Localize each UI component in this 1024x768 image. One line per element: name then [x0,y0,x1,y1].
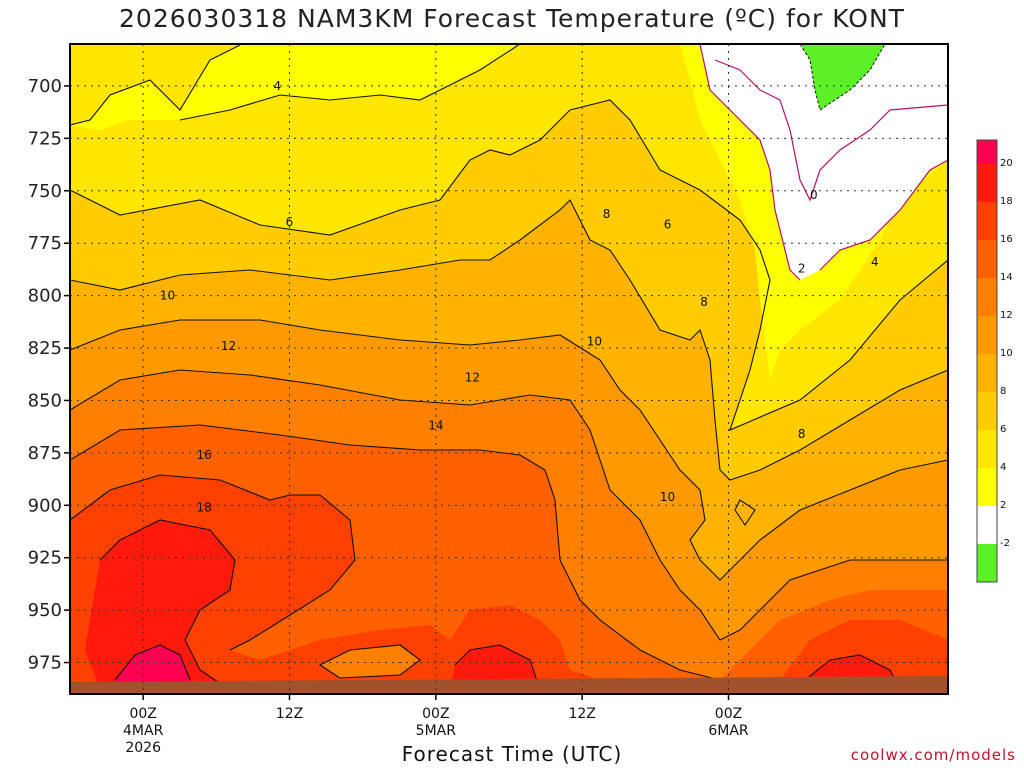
y-tick-label: 800 [28,286,62,307]
plot-frame [69,43,949,695]
x-tick-label: 00Z [715,706,742,722]
temperature-field [70,44,948,694]
contour-label: 8 [700,295,708,309]
colorbar-label: 16 [1000,234,1013,245]
y-tick-label: 825 [28,338,62,359]
y-tick-label: 850 [28,390,62,411]
contour-label: 6 [664,217,672,231]
contour-label: 12 [221,339,236,353]
x-tick-label: 12Z [568,706,595,722]
colorbar-swatch [977,140,997,164]
band-mid-orange [320,645,420,678]
colorbar-label: 8 [1000,386,1006,397]
colorbar-label: 4 [1000,462,1006,473]
chart-title: 2026030318 NAM3KM Forecast Temperature (… [119,4,905,33]
y-tick-label: 875 [28,443,62,464]
contour-label: 14 [428,419,443,433]
band-16 [70,475,948,694]
colorbar-label: 14 [1000,272,1013,283]
contour-label: 10 [160,289,175,303]
y-tick-label: 950 [28,600,62,621]
band-18-mid [450,645,540,690]
y-tick-label: 725 [28,128,62,149]
credit-text: coolwx.com/models [850,746,1016,764]
x-axis-label: Forecast Time (UTC) [401,742,623,766]
y-tick-label: 750 [28,181,62,202]
y-axis: 700 725 750 775 800 825 850 875 900 925 950 975 [28,76,70,674]
x-tick-label: 2026 [125,740,161,756]
contour-label: 10 [660,490,675,504]
colorbar-label: 12 [1000,310,1013,321]
y-tick-label: 925 [28,548,62,569]
band-minus2 [800,44,885,110]
band-20 [110,645,190,690]
colorbar-swatch [977,316,997,354]
band-0 [700,44,948,280]
colorbar-swatch [977,240,997,278]
contour-label: 8 [798,427,806,441]
contour-label: 6 [286,215,294,229]
colorbar-label: 6 [1000,424,1006,435]
x-tick-label: 00Z [422,706,449,722]
colorbar-swatch [977,544,997,582]
contour-label: 8 [603,207,611,221]
colorbar-swatch [977,430,997,468]
colorbar-label: 18 [1000,196,1013,207]
contour-label: 4 [871,255,879,269]
colorbar: 20 18 16 14 12 10 8 6 4 2 -2 [976,139,1013,583]
contour-label: 18 [196,500,211,514]
band-4-top [70,44,520,130]
x-tick-label: 5MAR [416,723,457,739]
y-tick-label: 700 [28,76,62,97]
x-tick-label: 4MAR [123,723,164,739]
contour-label: 0 [810,188,818,202]
contour-label: 16 [196,448,211,462]
colorbar-label: 20 [1000,158,1013,169]
colorbar-label: 10 [1000,348,1013,359]
colorbar-swatch [977,354,997,392]
contour-label: 2 [798,261,806,275]
x-tick-label: 6MAR [708,723,749,739]
colorbar-swatch [977,278,997,316]
colorbar-swatch [977,392,997,430]
contour-label: 12 [465,370,480,384]
x-tick-label: 12Z [276,706,303,722]
colorbar-swatch [977,506,997,544]
contour-labels: 4 6 8 6 10 12 8 10 12 14 16 18 10 8 4 2 0 [160,79,879,514]
colorbar-swatch [977,202,997,240]
contour-label: 4 [273,79,281,93]
band-18 [85,520,235,690]
colorbar-swatch [977,468,997,506]
colorbar-swatch [977,164,997,202]
colorbar-label: 2 [1000,500,1006,511]
contour-label: 10 [587,335,602,349]
x-tick-label: 00Z [129,706,156,722]
y-tick-label: 775 [28,233,62,254]
colorbar-label: -2 [1000,538,1010,549]
y-tick-label: 900 [28,495,62,516]
colorbar-frame [976,139,998,583]
y-tick-label: 975 [28,653,62,674]
